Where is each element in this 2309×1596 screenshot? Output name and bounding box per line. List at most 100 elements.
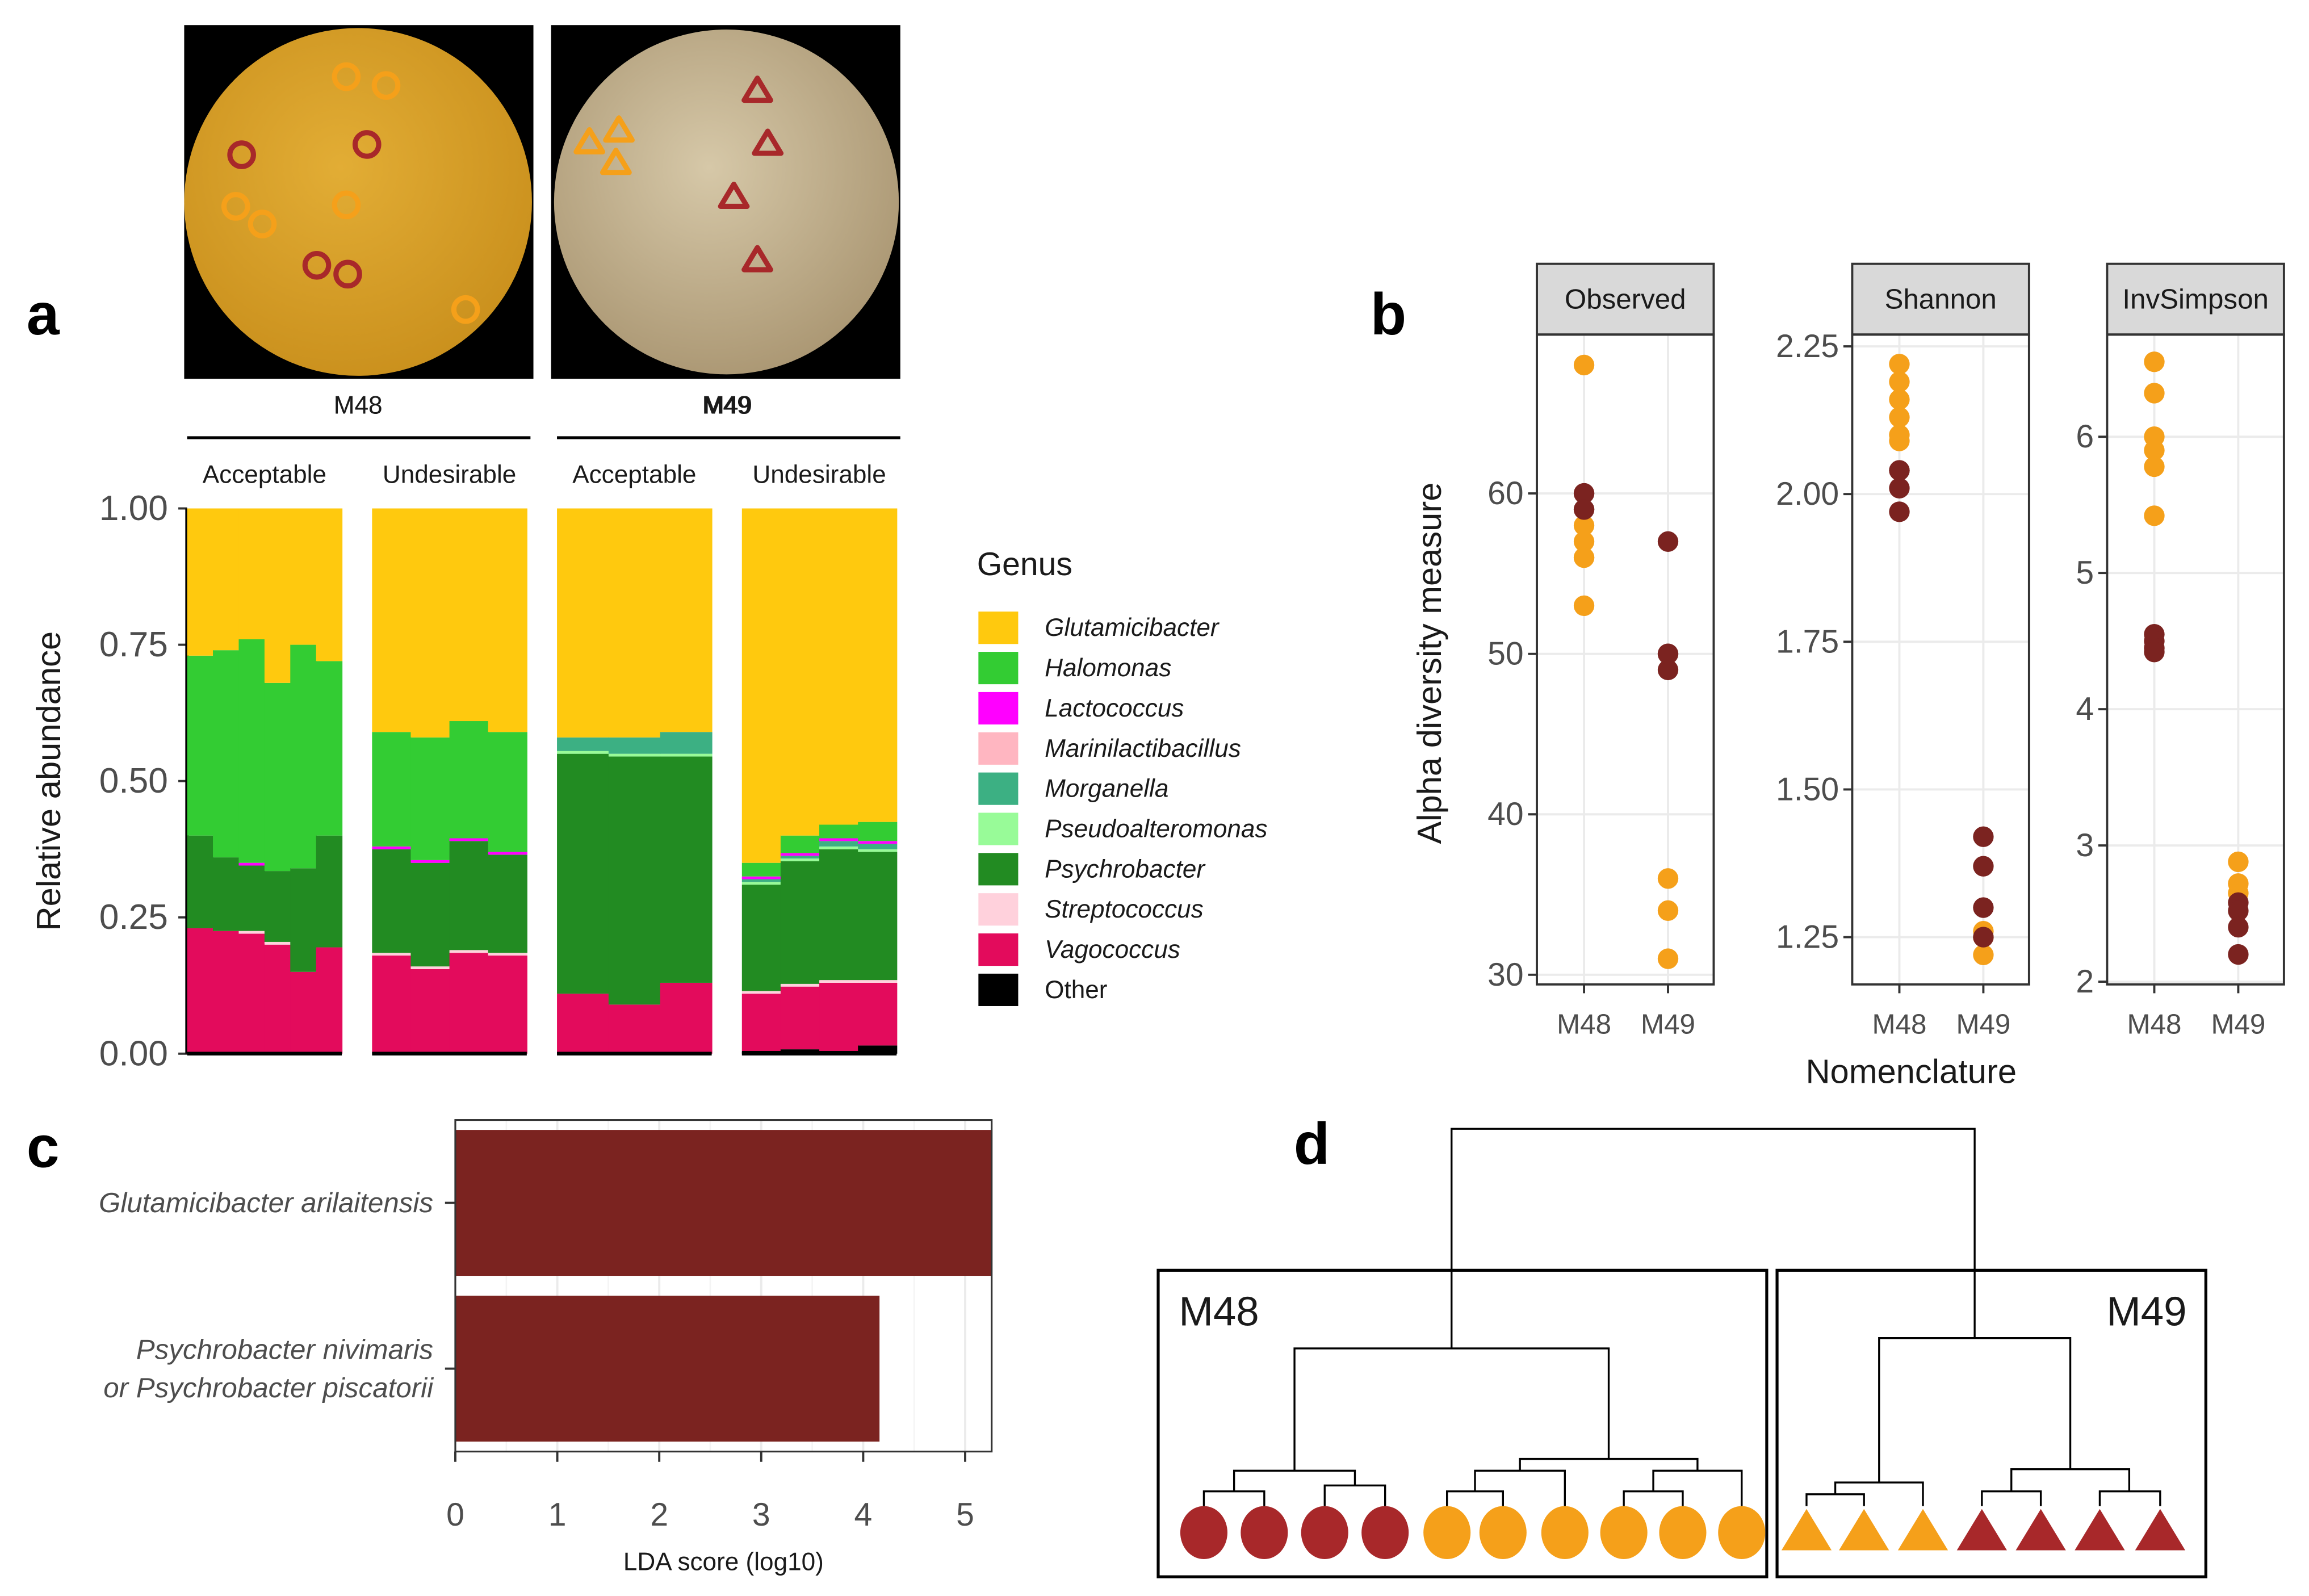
bar-segment <box>238 865 265 931</box>
point <box>1657 900 1679 921</box>
point <box>2144 505 2165 526</box>
legend-label: Morganella <box>1045 775 1168 803</box>
bar-segment <box>557 751 609 754</box>
x-tick-label: M49 <box>2211 1008 2265 1040</box>
bar-segment <box>819 824 859 839</box>
bar-segment <box>780 983 820 987</box>
x-tick-label: 3 <box>752 1497 770 1533</box>
legend-key <box>978 611 1019 644</box>
point <box>1573 547 1595 568</box>
point <box>2228 851 2249 873</box>
bar-segment <box>780 853 820 856</box>
marker <box>371 71 401 100</box>
bar-segment <box>264 508 291 683</box>
point <box>1889 501 1910 522</box>
bar-segment <box>449 950 489 953</box>
bar <box>455 1130 992 1276</box>
leaf <box>1600 1506 1648 1560</box>
bar-segment <box>608 737 661 754</box>
bar-segment <box>316 661 343 836</box>
panel-border <box>2106 333 2285 986</box>
panel-background <box>1537 334 1714 985</box>
bar-segment <box>410 860 450 863</box>
point <box>1657 948 1679 969</box>
bar-segment <box>238 862 265 866</box>
bar-segment <box>780 856 820 859</box>
leaf <box>1301 1506 1348 1560</box>
point <box>2228 900 2249 921</box>
bar-segment <box>264 941 291 945</box>
bar-segment <box>449 838 489 841</box>
legend-label: Glutamicibacter <box>1045 614 1220 642</box>
y-tick-label: 0.25 <box>99 898 168 937</box>
y-axis-label: Relative abundance <box>30 631 68 931</box>
point <box>1889 371 1910 392</box>
point <box>1889 389 1910 410</box>
leaf <box>1479 1506 1527 1560</box>
y-tick-label: 1.25 <box>1776 919 1839 956</box>
bar-segment <box>858 980 898 983</box>
point <box>2144 642 2165 663</box>
point <box>1973 856 1994 877</box>
bar-segment <box>488 732 527 852</box>
bar-segment <box>858 822 898 841</box>
bar-segment <box>660 753 713 757</box>
photo-label: M49 <box>702 391 751 419</box>
photo-m49 <box>551 25 900 379</box>
x-tick-label: M49 <box>1956 1008 2010 1040</box>
marker <box>332 62 361 91</box>
marker <box>227 140 256 169</box>
bar-segment <box>372 955 412 1054</box>
bar-segment <box>858 849 898 852</box>
legend-key <box>978 772 1019 805</box>
bar-segment <box>410 737 450 860</box>
photo-markers <box>573 76 784 273</box>
bar-segment <box>372 849 412 953</box>
bar-segment <box>780 861 820 984</box>
photo-m48 <box>184 25 534 379</box>
leaf <box>1541 1506 1589 1560</box>
bar-segment <box>557 994 609 1054</box>
point <box>1889 354 1910 375</box>
bar-segment <box>488 955 527 1054</box>
bar-segment <box>858 982 898 1046</box>
y-tick-label: 0.75 <box>99 625 168 664</box>
y-tick-label: Glutamicibacter arilaitensis <box>99 1187 433 1218</box>
bar-segment <box>238 933 265 1054</box>
bar-segment <box>780 986 820 1050</box>
bar-segment <box>372 846 412 849</box>
photo-disk <box>554 29 899 375</box>
marker <box>352 130 382 159</box>
panel-background <box>2107 334 2284 985</box>
point <box>1573 515 1595 536</box>
point <box>2228 944 2249 965</box>
y-tick-label: 1.75 <box>1776 623 1839 660</box>
bar <box>455 1296 880 1442</box>
legend-label: Psychrobacter <box>1045 855 1206 883</box>
bar-segment <box>741 508 781 863</box>
panel-border <box>454 1119 993 1453</box>
leaf <box>1659 1506 1707 1560</box>
bar-segment <box>780 858 820 861</box>
point <box>1973 897 1994 918</box>
strip-label: Undesirable <box>383 460 516 488</box>
bar-segment <box>741 991 781 994</box>
bar-segment <box>316 508 343 661</box>
x-tick-label: M49 <box>1641 1008 1695 1040</box>
bar-segment <box>264 944 291 1054</box>
bar-segment <box>858 844 898 849</box>
marker <box>741 76 773 103</box>
cluster-box <box>1775 1268 2207 1578</box>
marker <box>221 192 250 221</box>
bar-segment <box>264 871 291 942</box>
legend-key <box>978 893 1019 926</box>
bar-segment <box>741 994 781 1052</box>
bar-segment <box>187 655 214 836</box>
x-tick-label: M48 <box>2127 1008 2182 1040</box>
legend-key <box>978 853 1019 886</box>
cluster-box <box>1156 1268 1769 1578</box>
legend-label: Other <box>1045 976 1107 1004</box>
y-tick-label: 6 <box>2076 418 2094 455</box>
y-tick-label: 0.50 <box>99 761 168 801</box>
bar-segment <box>290 644 317 869</box>
